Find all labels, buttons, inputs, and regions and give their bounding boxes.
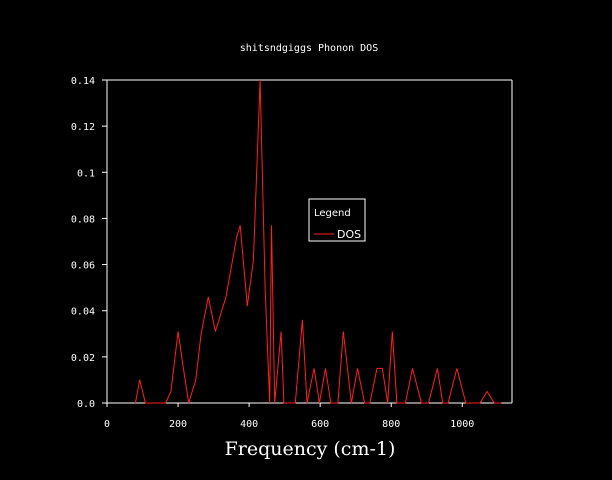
y-tick-label: 0.1: [77, 168, 95, 179]
x-tick-label: 200: [169, 419, 187, 430]
y-tick-label: 0.02: [71, 353, 95, 364]
legend: Legend DOS: [308, 198, 366, 242]
y-tick-label: 0.12: [71, 122, 95, 133]
series-layer: [134, 79, 502, 404]
legend-entry-dos: DOS: [337, 228, 361, 241]
series-line-dos: [134, 79, 502, 404]
x-tick-label: 0: [104, 419, 110, 430]
legend-title: Legend: [314, 208, 351, 219]
y-tick-label: 0.08: [71, 214, 95, 225]
plot-frame: [106, 79, 513, 404]
chart-title: shitsndgiggs Phonon DOS: [240, 43, 378, 54]
x-axis-ticks: 0 200 400 600 800 1000: [104, 403, 474, 430]
y-tick-label: 0.04: [71, 307, 95, 318]
x-tick-label: 400: [240, 419, 258, 430]
y-tick-label: 0.06: [71, 261, 95, 272]
y-tick-label: 0.14: [71, 76, 95, 87]
x-tick-label: 600: [311, 419, 329, 430]
y-tick-label: 0.0: [77, 399, 95, 410]
y-axis-ticks: 0.0 0.02 0.04 0.06 0.08 0.1 0.12 0.14: [71, 76, 107, 410]
x-tick-label: 800: [382, 419, 400, 430]
x-tick-label: 1000: [450, 419, 474, 430]
x-axis-label: Frequency (cm-1): [225, 438, 396, 460]
